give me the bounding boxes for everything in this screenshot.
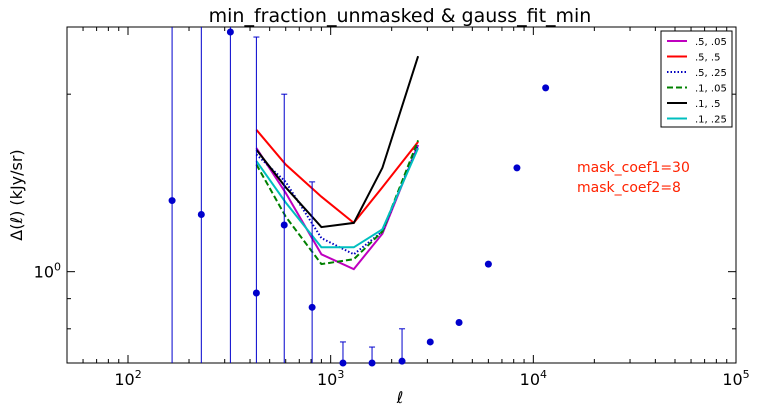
data-point	[513, 164, 521, 172]
data-point	[197, 211, 205, 219]
data-point	[426, 338, 434, 346]
x-tick-label: 105	[722, 368, 749, 389]
series-line-1	[255, 129, 419, 225]
y-axis-label: Δ(ℓ) (kJy/sr)	[7, 149, 26, 240]
data-point	[368, 359, 376, 367]
legend-label: .1, .05	[695, 84, 727, 95]
x-tick-label: 102	[114, 368, 141, 389]
legend-label: .1, .5	[695, 99, 720, 110]
y-ticks: 100	[34, 93, 736, 364]
annotation-mask-coef1: mask_coef1=30	[577, 160, 690, 176]
data-point	[339, 359, 347, 367]
data-point	[252, 289, 260, 297]
series-line-5	[255, 147, 420, 249]
x-axis-label: ℓ	[396, 388, 404, 407]
x-ticks: 102 103 104 105	[66, 27, 750, 389]
x-tick-label: 104	[520, 368, 547, 389]
legend-label: .5, .5	[695, 53, 720, 64]
legend-label: .5, .25	[695, 68, 727, 79]
chart-title: min_fraction_unmasked & gauss_fit_min	[209, 5, 592, 27]
legend-label: .1, .25	[695, 115, 727, 126]
annotation-mask-coef2: mask_coef2=8	[577, 180, 681, 196]
annotations: mask_coef1=30 mask_coef2=8	[577, 160, 690, 196]
legend-box	[660, 30, 733, 128]
data-point	[280, 221, 288, 229]
data-point	[168, 197, 176, 205]
legend-label: .5, .05	[695, 37, 727, 48]
data-point	[398, 357, 406, 365]
series-line-4	[255, 55, 420, 229]
legend: .5, .05 .5, .5 .5, .25 .1, .05 .1, .5 .1, .25	[660, 30, 733, 128]
data-point	[226, 28, 234, 36]
data-point	[542, 84, 550, 92]
y-tick-label: 100	[34, 261, 61, 282]
data-point	[455, 318, 463, 326]
data-point	[484, 260, 492, 268]
x-tick-label: 103	[317, 368, 344, 389]
data-points	[168, 27, 550, 367]
data-point	[308, 303, 316, 311]
series-lines	[255, 55, 420, 271]
